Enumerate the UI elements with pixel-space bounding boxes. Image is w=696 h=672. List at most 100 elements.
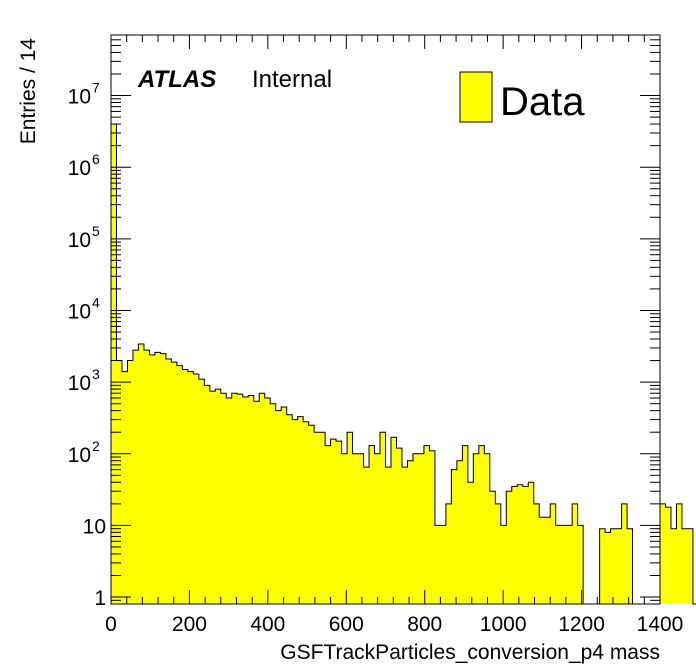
histogram-bin xyxy=(242,396,249,604)
y-tick-label: 10 xyxy=(68,444,91,467)
histogram-bin xyxy=(347,432,353,604)
histogram-bin xyxy=(401,467,408,604)
x-tick-label: 0 xyxy=(105,613,117,636)
histogram-bin xyxy=(325,445,331,604)
histogram-bin xyxy=(506,491,513,604)
histogram-bin xyxy=(610,528,617,604)
legend: Data xyxy=(459,71,585,124)
plot-frame xyxy=(110,34,661,605)
y-tick-label: 10 xyxy=(83,515,106,538)
histogram-bin xyxy=(171,362,178,604)
histogram-bin xyxy=(621,503,628,604)
histogram-bin xyxy=(423,445,430,604)
histogram-bin xyxy=(111,124,117,605)
histogram-bin xyxy=(670,528,677,604)
histogram-bin xyxy=(473,453,480,604)
histogram-bin xyxy=(358,453,364,604)
histogram-bin xyxy=(495,503,502,604)
histogram-bin xyxy=(226,398,233,604)
histogram-bin xyxy=(500,525,507,604)
histogram-bin xyxy=(160,353,167,604)
x-tick-label: 200 xyxy=(172,613,207,636)
y-tick-label: 10 xyxy=(68,86,91,109)
atlas-label: ATLAS Internal xyxy=(137,66,332,93)
legend-swatch-data xyxy=(459,71,493,123)
histogram-bin xyxy=(412,453,419,604)
x-tick-label: 1200 xyxy=(558,613,605,636)
x-tick-label: 400 xyxy=(250,613,285,636)
histogram-bin xyxy=(363,467,370,604)
y-tick-exponent: 6 xyxy=(92,151,100,167)
y-tick-label: 10 xyxy=(68,300,91,323)
histogram-bin xyxy=(550,503,557,604)
histogram-bin xyxy=(380,432,386,604)
histogram-bin xyxy=(297,416,304,604)
y-tick-label: 10 xyxy=(68,372,91,395)
histogram-bin xyxy=(259,393,266,604)
histogram-bin xyxy=(352,453,359,604)
histogram-bin xyxy=(253,401,260,604)
histogram-bin xyxy=(132,350,139,604)
histogram-bin xyxy=(336,441,342,604)
histogram-bin xyxy=(434,525,441,604)
y-tick-exponent: 7 xyxy=(92,80,100,96)
histogram-bin xyxy=(396,448,403,604)
histogram-bin xyxy=(286,414,293,604)
histogram-bin xyxy=(237,394,244,604)
histogram-bin xyxy=(467,482,474,604)
histogram-bin xyxy=(489,491,496,604)
histogram-bin xyxy=(539,517,546,604)
histogram-bin xyxy=(176,365,183,604)
internal-text: Internal xyxy=(252,66,332,93)
histogram-bin xyxy=(303,421,310,604)
histogram-bin xyxy=(440,525,447,604)
x-tick-labels: 0 200 400 600 800 1000 1200 1400 xyxy=(105,613,683,636)
histogram-bin xyxy=(681,528,688,604)
histogram-bin xyxy=(121,371,128,604)
y-tick-label: 10 xyxy=(68,157,91,180)
histogram-bin xyxy=(231,393,238,604)
histogram-bin xyxy=(517,484,524,604)
histogram-bin xyxy=(275,410,282,604)
histogram-bin xyxy=(270,403,277,604)
histogram-bin xyxy=(193,373,200,604)
histogram-bin xyxy=(456,460,463,604)
histogram-bin xyxy=(566,525,573,604)
y-tick-exponent: 3 xyxy=(92,366,100,382)
histogram-bin xyxy=(220,393,227,604)
histogram-bin xyxy=(429,450,436,604)
histogram-bin xyxy=(215,389,222,604)
histogram-bin xyxy=(599,528,606,604)
y-axis-label: Entries / 14 xyxy=(17,38,40,145)
histogram-bin xyxy=(374,453,381,604)
histogram-bin xyxy=(627,528,633,604)
histogram-bin xyxy=(572,503,579,604)
x-tick-label: 800 xyxy=(407,613,442,636)
histogram-bin xyxy=(478,445,485,604)
histogram-bin xyxy=(533,503,540,604)
histogram-bin xyxy=(204,385,211,604)
histogram-bin xyxy=(319,432,326,604)
y-axis-ticks xyxy=(111,34,660,605)
histogram-bin xyxy=(369,445,375,604)
y-tick-label: 10 xyxy=(68,229,91,252)
y-tick-exponent: 5 xyxy=(92,223,100,239)
histogram-bin xyxy=(143,350,150,604)
histogram-bin xyxy=(687,528,694,604)
histogram-bin xyxy=(407,460,414,604)
histogram-bin xyxy=(544,517,551,604)
x-axis-ticks xyxy=(110,35,661,604)
histogram-bin xyxy=(308,425,315,604)
histogram-bars xyxy=(111,124,694,605)
x-tick-label: 600 xyxy=(329,613,364,636)
histogram-bin xyxy=(385,467,392,604)
histogram-bin xyxy=(341,453,348,604)
histogram-bin xyxy=(292,419,299,604)
histogram-bin xyxy=(165,359,172,604)
histogram-outline xyxy=(110,123,696,605)
histogram-bin xyxy=(484,453,491,604)
y-tick-label: 1 xyxy=(94,587,106,610)
histogram-bin xyxy=(665,507,672,604)
histogram-bin xyxy=(577,525,584,604)
histogram-bin xyxy=(555,525,562,604)
